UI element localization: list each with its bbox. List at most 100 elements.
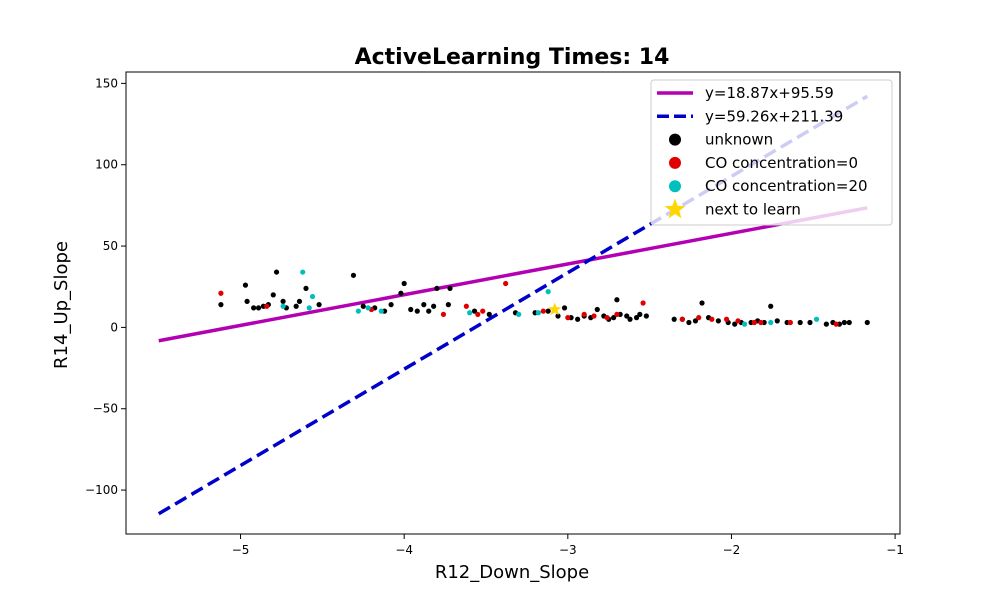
data-point-s1-9 bbox=[565, 315, 571, 321]
data-point-s0-70 bbox=[823, 321, 829, 327]
y-tick-label: −50 bbox=[93, 402, 118, 416]
data-point-s2-4 bbox=[355, 308, 361, 314]
data-point-s0-69 bbox=[807, 319, 813, 326]
data-point-s0-41 bbox=[594, 306, 600, 313]
legend-label-series-3: next to learn bbox=[705, 201, 801, 219]
data-point-s1-17 bbox=[709, 316, 715, 322]
data-point-s0-45 bbox=[614, 297, 620, 303]
data-point-s0-27 bbox=[434, 285, 440, 291]
data-point-s2-3 bbox=[309, 293, 316, 300]
data-point-s2-0 bbox=[280, 303, 286, 309]
legend-label-series-0: unknown bbox=[705, 131, 773, 149]
data-point-s0-74 bbox=[846, 319, 852, 326]
data-point-s1-15 bbox=[679, 316, 685, 322]
data-point-s1-1 bbox=[264, 303, 270, 309]
data-point-s1-22 bbox=[787, 319, 793, 326]
data-point-s0-19 bbox=[388, 302, 394, 308]
data-point-s2-12 bbox=[768, 319, 774, 326]
data-point-s1-5 bbox=[475, 311, 481, 317]
data-point-s1-21 bbox=[758, 319, 764, 326]
data-point-s0-3 bbox=[251, 305, 257, 311]
y-axis-label: R14_Up_Slope bbox=[51, 241, 72, 369]
data-point-s1-19 bbox=[735, 318, 741, 324]
data-point-s0-0 bbox=[218, 302, 224, 308]
legend-label-line-2: y=59.26x+211.39 bbox=[705, 107, 843, 125]
data-point-s0-7 bbox=[270, 292, 276, 298]
y-tick-label: 150 bbox=[95, 76, 118, 90]
x-tick-label: −2 bbox=[723, 543, 741, 557]
data-point-s0-26 bbox=[431, 303, 437, 309]
fit-line-1 bbox=[158, 206, 868, 343]
legend-label-series-1: CO concentration=0 bbox=[705, 154, 858, 172]
data-point-s2-13 bbox=[813, 316, 820, 322]
data-point-s0-73 bbox=[841, 319, 847, 326]
legend-label-line-1: y=18.87x+95.59 bbox=[705, 84, 834, 102]
data-point-s0-55 bbox=[692, 318, 699, 324]
legend-box bbox=[650, 79, 893, 226]
data-point-s0-52 bbox=[671, 316, 677, 322]
data-point-s0-38 bbox=[575, 316, 581, 322]
data-point-s1-4 bbox=[463, 303, 469, 309]
legend-dot-swatch-1 bbox=[669, 156, 681, 169]
data-point-s0-20 bbox=[398, 290, 404, 296]
data-point-s0-47 bbox=[624, 313, 630, 319]
data-point-s2-10 bbox=[545, 289, 551, 295]
legend-dot-swatch-0 bbox=[669, 133, 681, 146]
data-point-s1-7 bbox=[503, 280, 509, 287]
data-point-s1-3 bbox=[440, 311, 447, 317]
data-point-s0-50 bbox=[637, 311, 643, 317]
legend-star-swatch bbox=[664, 198, 686, 219]
data-point-s2-2 bbox=[306, 305, 312, 311]
data-point-s0-14 bbox=[316, 302, 322, 308]
data-point-s2-9 bbox=[535, 310, 541, 316]
data-point-s0-75 bbox=[864, 319, 870, 326]
data-point-s0-4 bbox=[255, 305, 262, 311]
legend-label-series-2: CO concentration=20 bbox=[705, 177, 868, 195]
y-tick-label: 0 bbox=[110, 320, 118, 334]
data-point-s1-12 bbox=[604, 315, 610, 321]
data-point-s1-11 bbox=[591, 313, 597, 319]
data-point-s0-35 bbox=[555, 313, 561, 319]
data-point-s1-0 bbox=[218, 290, 224, 296]
next-to-learn-point bbox=[548, 302, 562, 316]
data-point-s2-8 bbox=[516, 311, 522, 317]
plot-frame bbox=[125, 71, 901, 535]
data-point-s0-13 bbox=[303, 285, 309, 291]
y-tick-label: −100 bbox=[85, 483, 118, 497]
data-point-s0-28 bbox=[445, 302, 451, 308]
data-point-s0-48 bbox=[627, 316, 633, 322]
x-tick-label: −4 bbox=[395, 543, 413, 557]
data-point-s1-18 bbox=[723, 316, 730, 322]
data-point-s0-8 bbox=[273, 269, 280, 275]
y-tick-label: 100 bbox=[95, 158, 118, 172]
data-point-s0-15 bbox=[350, 272, 357, 278]
data-point-s1-14 bbox=[640, 300, 646, 306]
data-point-s0-2 bbox=[244, 298, 250, 304]
data-point-s0-1 bbox=[242, 282, 249, 288]
data-point-s1-13 bbox=[614, 311, 620, 317]
data-point-s0-60 bbox=[732, 321, 738, 327]
data-point-s0-23 bbox=[414, 308, 420, 314]
data-point-s1-16 bbox=[696, 315, 702, 321]
data-point-s0-51 bbox=[643, 313, 649, 319]
data-point-s0-22 bbox=[408, 306, 414, 313]
chart-title: ActiveLearning Times: 14 bbox=[355, 45, 670, 70]
data-point-s0-24 bbox=[421, 302, 427, 308]
data-point-s0-54 bbox=[686, 319, 692, 326]
data-point-s0-30 bbox=[471, 308, 478, 314]
data-point-s0-66 bbox=[774, 318, 780, 324]
data-point-s2-11 bbox=[741, 321, 748, 327]
x-tick-label: −1 bbox=[886, 543, 904, 557]
data-point-s1-10 bbox=[581, 311, 587, 317]
data-point-s2-6 bbox=[378, 308, 384, 314]
axes: −5 −4 −3 −2 −1 −100 −50 0 50 100 150 bbox=[85, 71, 904, 557]
y-tick-label: 50 bbox=[103, 239, 118, 253]
data-point-s0-56 bbox=[699, 300, 705, 306]
data-point-s0-65 bbox=[768, 303, 774, 309]
data-point-s0-58 bbox=[715, 318, 721, 324]
data-point-s2-7 bbox=[467, 310, 473, 316]
x-tick-label: −3 bbox=[559, 543, 577, 557]
data-point-s1-23 bbox=[833, 321, 839, 327]
